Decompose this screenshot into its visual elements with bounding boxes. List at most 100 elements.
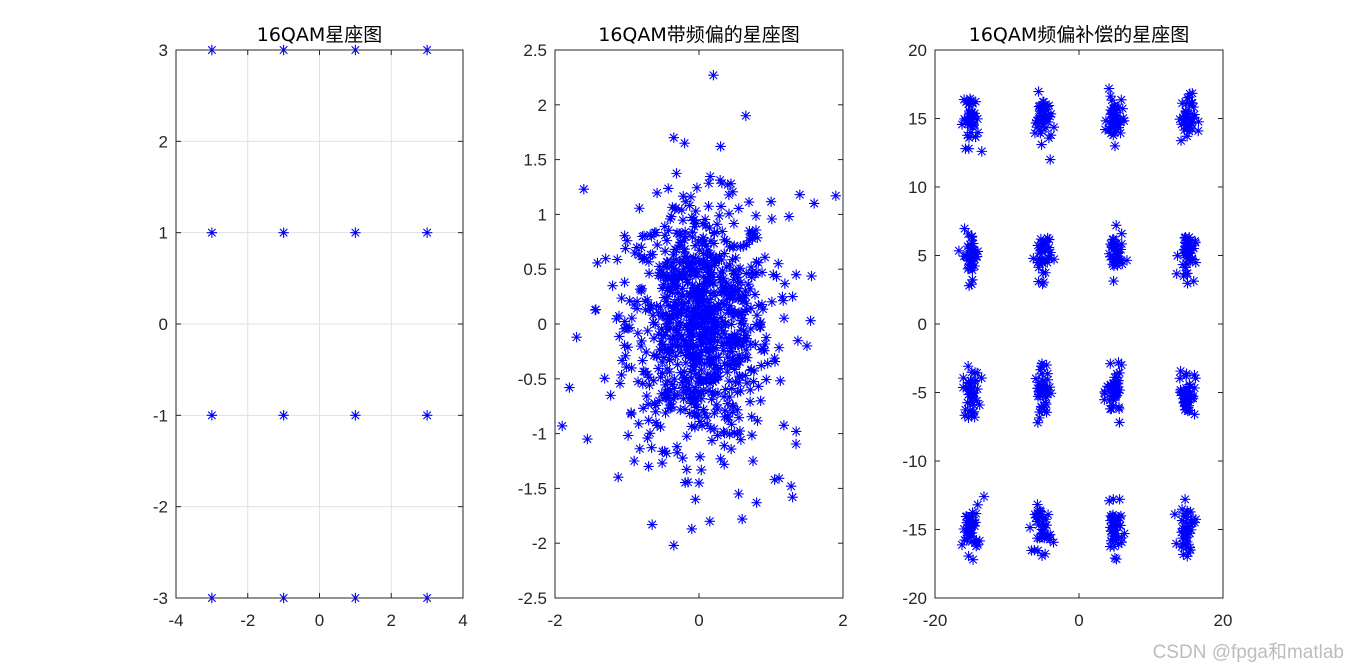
data-point [1035, 127, 1046, 139]
data-point [688, 339, 699, 350]
data-point [691, 402, 702, 413]
data-point [744, 396, 756, 407]
data-point [668, 383, 680, 394]
data-point [674, 240, 685, 251]
data-point [1039, 254, 1051, 265]
data-point [705, 249, 717, 260]
y-tick-label: -1 [532, 425, 547, 444]
data-point [969, 376, 980, 388]
data-point [1034, 532, 1045, 544]
y-tick-label: 5 [918, 247, 927, 266]
data-point [670, 254, 682, 266]
data-point [668, 302, 680, 313]
data-point [722, 307, 734, 319]
data-point [421, 410, 433, 421]
data-point [956, 539, 968, 551]
data-point [711, 255, 722, 266]
plot-background [935, 50, 1223, 598]
y-tick-label: -15 [902, 521, 927, 540]
data-point [1037, 96, 1049, 108]
y-tick-label: 0 [159, 315, 168, 334]
data-point [711, 319, 722, 330]
data-point [1113, 246, 1124, 258]
data-point [754, 319, 766, 330]
data-point [621, 235, 633, 246]
data-point [1109, 140, 1121, 152]
data-point [1118, 115, 1130, 127]
data-point [972, 127, 984, 138]
data-point [1032, 240, 1044, 251]
data-point [681, 382, 693, 393]
data-point [729, 331, 740, 343]
data-point [715, 274, 726, 285]
data-point [1033, 262, 1044, 273]
data-point [1108, 378, 1119, 389]
data-point [1104, 248, 1115, 259]
data-point [730, 252, 741, 264]
data-point [660, 275, 672, 286]
data-point [605, 390, 616, 401]
data-point [1045, 154, 1056, 165]
data-point [637, 355, 648, 366]
data-point [1188, 275, 1199, 287]
data-point [689, 221, 700, 232]
data-point [735, 324, 747, 336]
data-point [1116, 536, 1127, 548]
data-point [1036, 125, 1047, 137]
data-point [1042, 244, 1054, 255]
data-point [967, 407, 978, 419]
data-point [743, 196, 755, 208]
data-point [966, 409, 977, 421]
data-point [1030, 512, 1042, 523]
data-point [965, 375, 976, 386]
data-point [739, 336, 750, 348]
data-point [1107, 509, 1119, 521]
data-point [645, 249, 656, 260]
data-point [616, 369, 627, 381]
data-point [667, 287, 678, 298]
data-point [723, 336, 735, 348]
watermark: CSDN @fpga和matlab [1152, 642, 1344, 663]
data-point [686, 372, 697, 384]
data-point [746, 429, 758, 441]
data-point [1181, 123, 1193, 134]
data-point [685, 191, 697, 203]
data-point [698, 318, 709, 329]
data-point [1193, 125, 1204, 137]
data-point [960, 511, 972, 522]
data-point [648, 375, 659, 386]
data-point [1106, 108, 1117, 119]
data-point [675, 318, 687, 329]
data-point [1044, 253, 1055, 264]
data-point [672, 447, 683, 458]
data-point [664, 309, 675, 321]
data-point [1037, 375, 1048, 387]
data-point [712, 387, 724, 399]
data-point [1105, 128, 1117, 139]
data-point [651, 420, 663, 431]
data-point [1108, 275, 1119, 287]
data-point [687, 231, 698, 243]
data-point [707, 386, 718, 398]
data-point [1030, 373, 1042, 384]
data-point [1176, 541, 1187, 553]
data-point [713, 298, 724, 310]
data-point [966, 231, 978, 242]
data-point [1193, 116, 1204, 127]
x-tick-label: 2 [387, 611, 396, 630]
data-point [613, 310, 625, 322]
data-point [350, 227, 361, 238]
data-point [691, 341, 703, 352]
data-point [689, 240, 701, 251]
data-point [643, 256, 655, 267]
data-point [1112, 260, 1123, 271]
data-point [727, 407, 738, 418]
data-point [620, 350, 631, 361]
data-point [703, 178, 714, 189]
data-point [689, 285, 700, 296]
data-point [1176, 527, 1187, 538]
data-point [699, 311, 711, 323]
data-point [661, 256, 672, 268]
data-point [723, 375, 735, 387]
data-point [755, 344, 767, 355]
